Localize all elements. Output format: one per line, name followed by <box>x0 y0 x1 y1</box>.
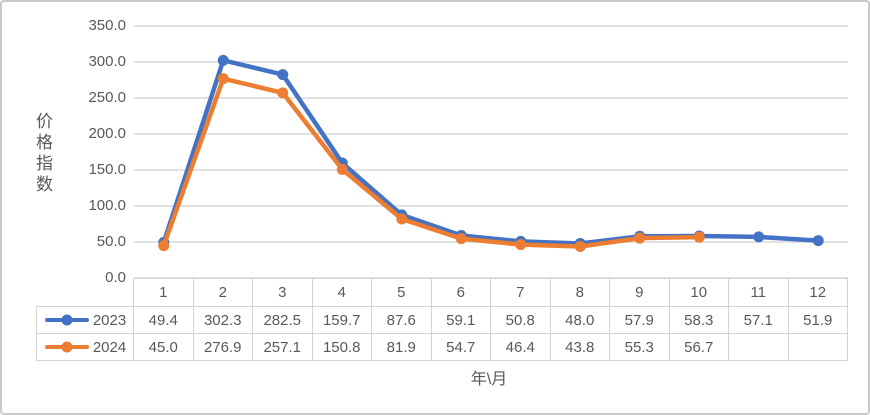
value-cell: 81.9 <box>371 333 432 361</box>
value-cell: 257.1 <box>252 333 313 361</box>
value-cell: 159.7 <box>311 306 372 334</box>
value-cell <box>787 333 848 361</box>
value-cell: 276.9 <box>192 333 253 361</box>
legend-cell: 2023 <box>36 306 134 334</box>
value-cell: 50.8 <box>490 306 551 334</box>
month-header-cell: 2 <box>192 278 253 307</box>
value-cell: 55.3 <box>609 333 670 361</box>
value-cell: 46.4 <box>490 333 551 361</box>
value-cell: 48.0 <box>549 306 610 334</box>
y-axis-tick-label: 0.0 <box>105 269 126 286</box>
y-axis-tick-label: 100.0 <box>88 197 126 214</box>
value-cell: 58.3 <box>668 306 729 334</box>
month-header-cell: 8 <box>549 278 610 307</box>
value-cell: 57.1 <box>728 306 789 334</box>
value-cell: 57.9 <box>609 306 670 334</box>
series-row: 2023 49.4 302.3 282.5 159.7 87.6 59.1 50.8 48.0 5… <box>36 306 848 334</box>
series-key-icon <box>44 314 90 327</box>
value-cell: 51.9 <box>787 306 848 334</box>
y-axis-tick-label: 300.0 <box>88 53 126 70</box>
value-cell: 87.6 <box>371 306 432 334</box>
y-axis-tick-label: 50.0 <box>96 233 126 250</box>
y-axis-tick-label: 350.0 <box>88 17 126 34</box>
series-key-icon <box>44 341 90 354</box>
month-header-cell: 7 <box>490 278 551 307</box>
value-cell: 56.7 <box>668 333 729 361</box>
y-axis-tick-label: 250.0 <box>88 89 126 106</box>
x-axis-title: 年\月 <box>470 371 508 388</box>
series-row: 2024 45.0 276.9 257.1 150.8 81.9 54.7 46.4 43.8 5… <box>36 333 848 361</box>
month-header-cell: 3 <box>252 278 313 307</box>
y-axis-tick-label: 150.0 <box>88 161 126 178</box>
month-header-cell: 4 <box>311 278 372 307</box>
value-cell: 45.0 <box>133 333 194 361</box>
y-axis-title: 价格指数 <box>33 112 52 196</box>
month-header-cell: 9 <box>609 278 670 307</box>
month-header-cell: 5 <box>371 278 432 307</box>
legend-cell: 2024 <box>36 333 134 361</box>
month-header-cell: 1 <box>133 278 194 307</box>
month-header-row: 1 2 3 4 5 6 7 8 9 10 11 12 <box>37 278 848 307</box>
series-name: 2023 <box>92 311 127 329</box>
month-header-cell: 12 <box>787 278 848 307</box>
value-cell <box>728 333 789 361</box>
value-cell: 282.5 <box>252 306 313 334</box>
value-cell: 54.7 <box>430 333 491 361</box>
value-cell: 43.8 <box>549 333 610 361</box>
value-cell: 49.4 <box>133 306 194 334</box>
month-header-cell: 6 <box>430 278 491 307</box>
series-name: 2024 <box>92 338 127 356</box>
y-axis-tick-label: 200.0 <box>88 125 126 142</box>
month-header-cell: 11 <box>728 278 789 307</box>
value-cell: 150.8 <box>311 333 372 361</box>
month-header-cell: 10 <box>668 278 729 307</box>
value-cell: 302.3 <box>192 306 253 334</box>
table-corner-spacer <box>37 279 134 307</box>
data-table: 1 2 3 4 5 6 7 8 9 10 11 12 2023 49.4 302.3 282.5 159.7 87… <box>36 278 848 361</box>
table-body: 1 2 3 4 5 6 7 8 9 10 11 12 2023 49.4 302.3 282.5 159.7 87… <box>36 278 848 361</box>
value-cell: 59.1 <box>430 306 491 334</box>
